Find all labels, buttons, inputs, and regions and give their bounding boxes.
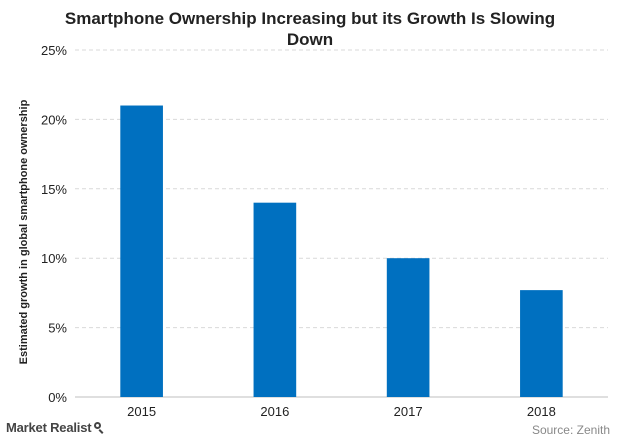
y-tick-label: 5% [48, 321, 67, 336]
bar [120, 105, 163, 398]
x-tick-label: 2017 [394, 404, 423, 419]
chart-title-line-2: Down [286, 30, 334, 49]
x-tick-label: 2016 [260, 404, 289, 419]
bar [253, 202, 297, 397]
magnifier-icon [93, 421, 105, 433]
brand-name: Market Realist [6, 420, 92, 435]
bar [520, 290, 563, 397]
y-tick-label: 0% [48, 390, 67, 405]
y-tick-label: 15% [41, 182, 67, 197]
x-tick-label: 2018 [527, 404, 556, 419]
market-realist-logo: Market Realist [6, 420, 105, 435]
chart-title-line-1: Smartphone Ownership Increasing but its … [64, 9, 556, 28]
source-note: Source: Zenith [531, 423, 610, 437]
bar [386, 258, 430, 397]
y-tick-label: 10% [41, 251, 67, 266]
chart-title: Smartphone Ownership Increasing but its … [40, 8, 580, 50]
x-tick-label: 2015 [127, 404, 156, 419]
y-tick-label: 20% [41, 112, 67, 127]
y-tick-label: 25% [41, 43, 67, 58]
